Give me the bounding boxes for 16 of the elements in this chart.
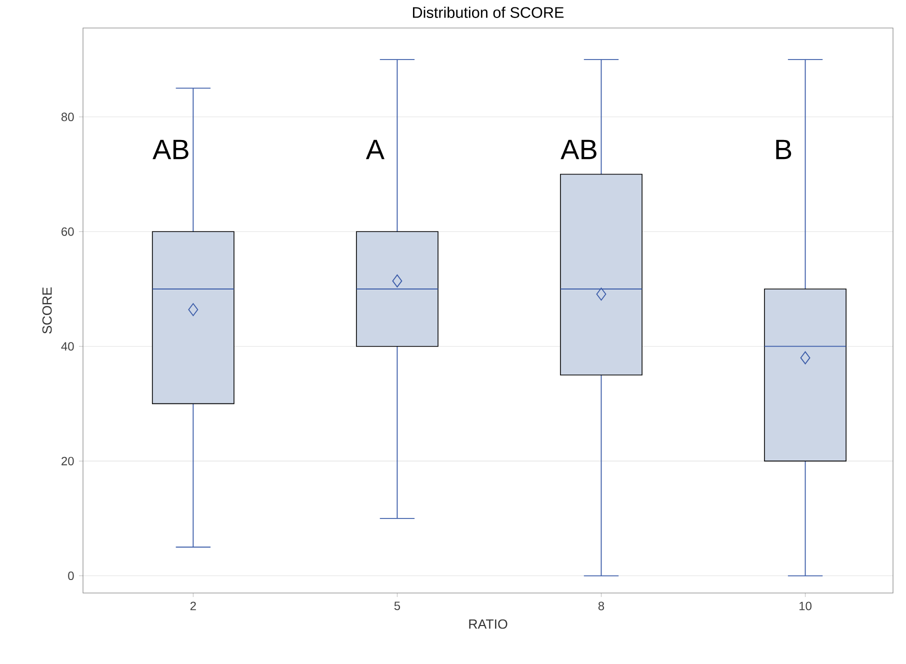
y-tick-label: 40 xyxy=(61,342,74,351)
x-tick-label: 8 xyxy=(598,602,604,610)
annotation: AB xyxy=(560,140,596,160)
y-tick-label: 80 xyxy=(61,112,74,122)
annotation: B xyxy=(776,140,792,160)
y-tick-label: 0 xyxy=(68,572,74,580)
x-tick-label: 2 xyxy=(190,602,196,610)
x-tick-label: 10 xyxy=(800,602,812,610)
y-tick-label: 60 xyxy=(62,227,74,236)
annotation: A xyxy=(366,140,384,160)
y-tick-label: 20 xyxy=(62,456,74,466)
chart-title: Distribution of SCORE xyxy=(412,6,564,18)
y-axis-title: SCORE xyxy=(42,287,52,334)
x-axis-title: RATIO xyxy=(469,619,508,629)
x-tick-label: 5 xyxy=(394,602,400,610)
annotation: AB xyxy=(152,140,188,160)
